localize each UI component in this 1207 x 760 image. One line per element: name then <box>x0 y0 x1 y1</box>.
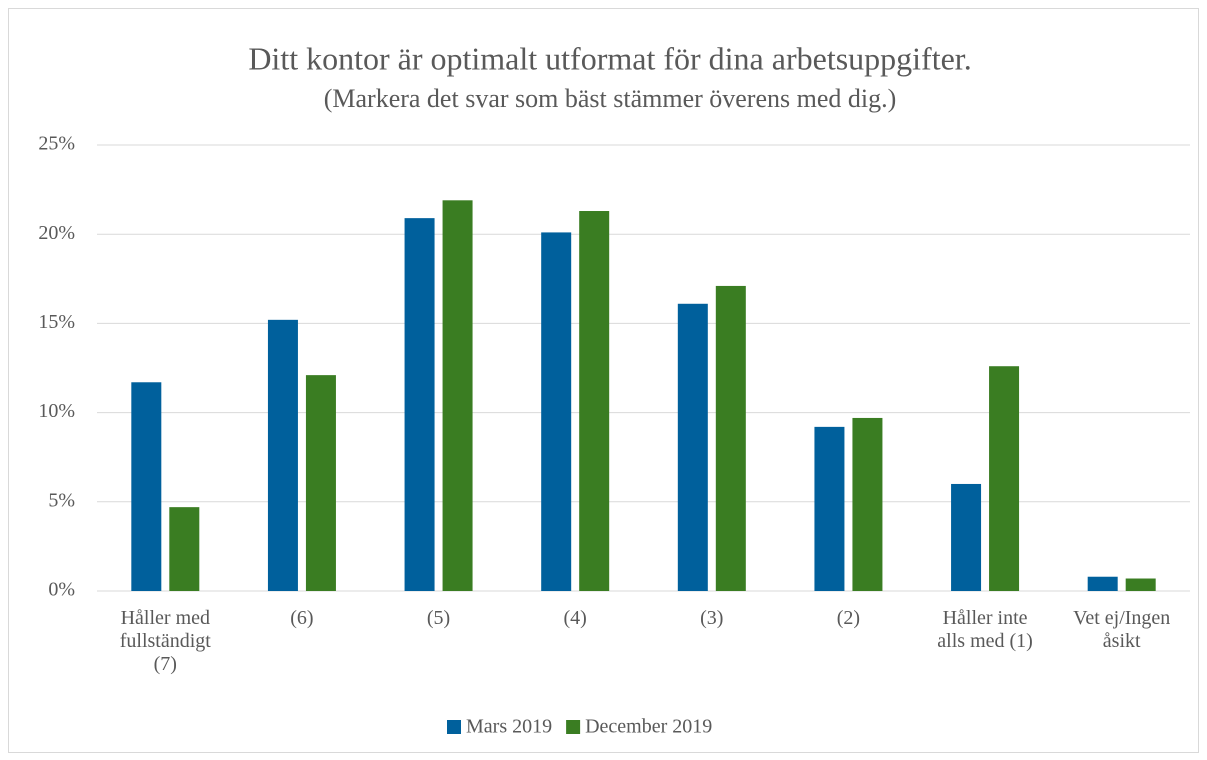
bar <box>442 200 473 591</box>
x-tick-label: (3) <box>700 607 724 629</box>
legend-label: December 2019 <box>585 716 712 738</box>
x-tick-label: (6) <box>290 607 314 629</box>
chart-subtitle: (Markera det svar som bäst stämmer övere… <box>324 84 897 113</box>
x-tick-label: (2) <box>836 607 861 629</box>
bar <box>404 218 435 592</box>
x-tick-label: Vet ej/Ingen åsikt <box>1073 607 1171 652</box>
chart-title: Ditt kontor är optimalt utformat för din… <box>248 40 971 76</box>
bar <box>267 319 298 591</box>
bar <box>951 483 982 591</box>
bar <box>989 366 1020 591</box>
legend-swatch <box>566 720 581 734</box>
x-tick-label: Håller inte alls med (1) <box>937 607 1033 652</box>
y-tick-label: 5% <box>48 489 75 511</box>
y-tick-label: 10% <box>38 400 75 422</box>
bar <box>852 417 883 591</box>
bar <box>131 382 162 591</box>
bar <box>715 285 746 591</box>
bar <box>814 426 845 591</box>
y-tick-label: 0% <box>48 579 75 601</box>
bar <box>677 303 708 591</box>
bar <box>579 211 610 591</box>
legend-swatch <box>447 720 461 734</box>
bar <box>305 375 336 591</box>
legend-label: Mars 2019 <box>466 716 552 738</box>
y-tick-label: 15% <box>38 311 75 333</box>
bar <box>541 232 572 591</box>
bar <box>1087 576 1118 591</box>
x-tick-label: (4) <box>563 607 587 629</box>
y-tick-label: 20% <box>38 222 75 244</box>
bar <box>169 507 200 591</box>
x-tick-label: Håller med fullständigt (7) <box>119 607 211 675</box>
x-tick-label: (5) <box>426 607 451 629</box>
bar <box>1125 578 1156 591</box>
y-tick-label: 25% <box>38 133 75 155</box>
